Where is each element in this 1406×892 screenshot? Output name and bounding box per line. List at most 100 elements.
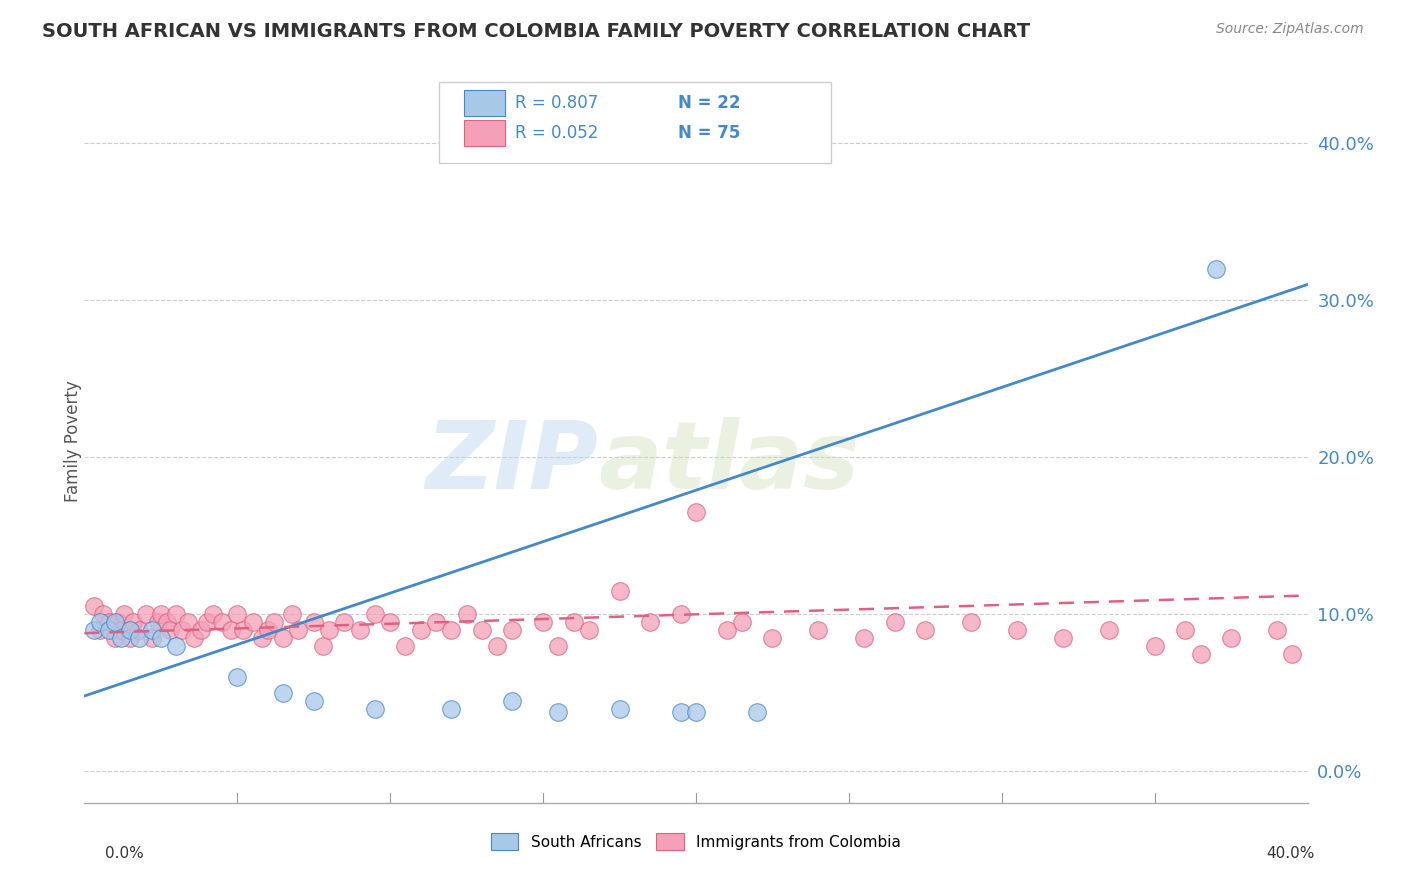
Point bbox=[609, 701, 631, 715]
Point bbox=[471, 623, 494, 637]
Point bbox=[89, 615, 111, 630]
Point bbox=[318, 623, 340, 637]
Point bbox=[638, 615, 661, 630]
Point bbox=[547, 639, 569, 653]
Point bbox=[263, 615, 285, 630]
Point bbox=[83, 623, 105, 637]
Point bbox=[1098, 623, 1121, 637]
Point bbox=[364, 701, 387, 715]
Point bbox=[165, 639, 187, 653]
Point bbox=[232, 623, 254, 637]
Point bbox=[349, 623, 371, 637]
Point bbox=[731, 615, 754, 630]
Point bbox=[440, 623, 463, 637]
Point bbox=[669, 705, 692, 719]
Text: N = 75: N = 75 bbox=[678, 124, 740, 142]
Point bbox=[271, 686, 294, 700]
Point bbox=[562, 615, 585, 630]
Point bbox=[807, 623, 830, 637]
Point bbox=[1281, 647, 1303, 661]
Point bbox=[486, 639, 509, 653]
Point bbox=[440, 701, 463, 715]
Point bbox=[409, 623, 432, 637]
Text: SOUTH AFRICAN VS IMMIGRANTS FROM COLOMBIA FAMILY POVERTY CORRELATION CHART: SOUTH AFRICAN VS IMMIGRANTS FROM COLOMBI… bbox=[42, 22, 1031, 41]
Text: 40.0%: 40.0% bbox=[1267, 847, 1315, 861]
Point bbox=[156, 615, 179, 630]
Point bbox=[110, 631, 132, 645]
Point bbox=[502, 694, 524, 708]
Point bbox=[685, 505, 707, 519]
Text: R = 0.807: R = 0.807 bbox=[515, 94, 598, 112]
Point bbox=[183, 631, 205, 645]
Point bbox=[141, 623, 163, 637]
Point bbox=[107, 615, 129, 630]
Text: N = 22: N = 22 bbox=[678, 94, 740, 112]
FancyBboxPatch shape bbox=[464, 90, 505, 116]
Point bbox=[578, 623, 600, 637]
Point bbox=[1052, 631, 1074, 645]
Point bbox=[312, 639, 335, 653]
Point bbox=[226, 607, 249, 622]
Point bbox=[195, 615, 218, 630]
Point bbox=[122, 615, 145, 630]
Point bbox=[669, 607, 692, 622]
Point bbox=[104, 615, 127, 630]
Point bbox=[120, 631, 142, 645]
Point bbox=[853, 631, 876, 645]
Point bbox=[211, 615, 233, 630]
Text: Source: ZipAtlas.com: Source: ZipAtlas.com bbox=[1216, 22, 1364, 37]
Point bbox=[1174, 623, 1197, 637]
Point bbox=[914, 623, 936, 637]
Point bbox=[1220, 631, 1243, 645]
Point bbox=[333, 615, 356, 630]
Point bbox=[1265, 623, 1288, 637]
Point bbox=[91, 607, 114, 622]
Point bbox=[149, 631, 172, 645]
Point bbox=[1189, 647, 1212, 661]
Point bbox=[159, 623, 181, 637]
Point bbox=[960, 615, 983, 630]
Point bbox=[302, 615, 325, 630]
Point bbox=[302, 694, 325, 708]
Text: ZIP: ZIP bbox=[425, 417, 598, 509]
Point bbox=[110, 623, 132, 637]
Point bbox=[104, 631, 127, 645]
Y-axis label: Family Poverty: Family Poverty bbox=[65, 381, 82, 502]
Point bbox=[281, 607, 304, 622]
Point bbox=[425, 615, 447, 630]
Point bbox=[190, 623, 212, 637]
Point bbox=[250, 631, 273, 645]
Point bbox=[146, 615, 169, 630]
Point bbox=[1143, 639, 1166, 653]
Point bbox=[685, 705, 707, 719]
Point bbox=[394, 639, 416, 653]
Point bbox=[502, 623, 524, 637]
Point bbox=[128, 623, 150, 637]
Point bbox=[883, 615, 905, 630]
Point bbox=[716, 623, 738, 637]
Point bbox=[112, 607, 135, 622]
Point bbox=[83, 599, 105, 614]
Point bbox=[364, 607, 387, 622]
Point bbox=[271, 631, 294, 645]
Point bbox=[456, 607, 478, 622]
Point bbox=[149, 607, 172, 622]
Point bbox=[97, 623, 120, 637]
Point bbox=[761, 631, 783, 645]
Point bbox=[201, 607, 224, 622]
Point bbox=[226, 670, 249, 684]
Point bbox=[135, 607, 157, 622]
Legend: South Africans, Immigrants from Colombia: South Africans, Immigrants from Colombia bbox=[485, 827, 907, 856]
Point bbox=[747, 705, 769, 719]
Point bbox=[1205, 261, 1227, 276]
Text: atlas: atlas bbox=[598, 417, 859, 509]
Point bbox=[287, 623, 309, 637]
Point bbox=[89, 623, 111, 637]
Point bbox=[257, 623, 280, 637]
Point bbox=[172, 623, 194, 637]
Point bbox=[120, 623, 142, 637]
Point bbox=[128, 631, 150, 645]
Point bbox=[1005, 623, 1028, 637]
Point bbox=[177, 615, 200, 630]
FancyBboxPatch shape bbox=[464, 120, 505, 146]
